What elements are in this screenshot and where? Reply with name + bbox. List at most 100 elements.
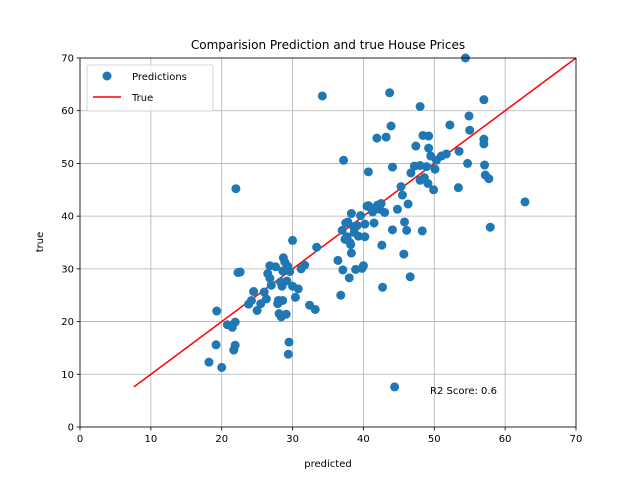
prediction-point — [377, 240, 387, 250]
prediction-point — [230, 317, 240, 327]
prediction-point — [204, 357, 214, 367]
prediction-point — [421, 162, 431, 172]
prediction-point — [282, 276, 292, 286]
prediction-point — [403, 199, 413, 209]
y-tick-label: 40 — [61, 212, 74, 223]
prediction-point — [423, 178, 433, 188]
prediction-point — [424, 131, 434, 141]
prediction-point — [346, 240, 356, 250]
prediction-point — [454, 146, 464, 156]
prediction-point — [346, 209, 356, 219]
prediction-point — [293, 284, 303, 294]
prediction-point — [399, 249, 409, 259]
prediction-point — [337, 225, 347, 235]
prediction-point — [400, 217, 410, 227]
prediction-point — [406, 168, 416, 178]
prediction-point — [261, 294, 271, 304]
y-tick-label: 60 — [61, 106, 74, 117]
prediction-point — [385, 88, 395, 98]
prediction-point — [217, 362, 227, 372]
prediction-point — [424, 143, 434, 153]
prediction-point — [372, 133, 382, 143]
prediction-point — [290, 292, 300, 302]
prediction-point — [336, 290, 346, 300]
prediction-point — [387, 225, 397, 235]
prediction-point — [479, 139, 489, 149]
legend: Predictions True — [86, 64, 214, 112]
prediction-point — [396, 182, 406, 192]
prediction-point — [284, 337, 294, 347]
prediction-point — [246, 295, 256, 305]
y-axis-label: true — [35, 232, 46, 253]
prediction-point — [212, 306, 222, 316]
prediction-point — [453, 183, 463, 193]
legend-label-predictions: Predictions — [132, 72, 187, 83]
x-tick-label: 60 — [499, 434, 512, 445]
prediction-point — [445, 120, 455, 130]
prediction-point — [520, 197, 530, 207]
prediction-point — [402, 225, 412, 235]
prediction-point — [317, 91, 327, 101]
prediction-point — [266, 280, 276, 290]
prediction-point — [415, 101, 425, 111]
prediction-point — [352, 221, 362, 231]
prediction-point — [356, 211, 366, 221]
y-tick-label: 50 — [61, 159, 74, 170]
prediction-point — [360, 219, 370, 229]
prediction-point — [392, 204, 402, 214]
prediction-points — [204, 53, 530, 392]
y-tick-label: 70 — [61, 54, 74, 65]
prediction-point — [381, 132, 391, 142]
y-tick-label: 20 — [61, 317, 74, 328]
prediction-point — [465, 125, 475, 135]
prediction-point — [249, 287, 259, 297]
prediction-point — [346, 248, 356, 258]
y-tick-label: 10 — [61, 370, 74, 381]
legend-label-true: True — [131, 93, 153, 104]
x-tick-label: 70 — [570, 434, 583, 445]
r2-score-annotation: R2 Score: 0.6 — [430, 386, 497, 397]
x-tick-label: 40 — [357, 434, 370, 445]
prediction-point — [333, 255, 343, 265]
x-tick-label: 10 — [144, 434, 157, 445]
prediction-point — [430, 164, 440, 174]
prediction-point — [484, 174, 494, 184]
prediction-point — [285, 266, 295, 276]
prediction-point — [231, 184, 241, 194]
prediction-point — [411, 141, 421, 151]
prediction-point — [230, 340, 240, 350]
prediction-point — [339, 155, 349, 165]
prediction-point — [338, 265, 348, 275]
prediction-point — [310, 304, 320, 314]
x-axis-label: predicted — [304, 459, 351, 470]
prediction-point — [378, 282, 388, 292]
prediction-point — [380, 207, 390, 217]
prediction-point — [397, 190, 407, 200]
x-axis-ticks: 0 10 20 30 40 50 60 70 — [77, 427, 583, 445]
prediction-point — [463, 158, 473, 168]
y-tick-label: 30 — [61, 264, 74, 275]
y-axis-ticks: 0 10 20 30 40 50 60 70 — [61, 54, 80, 434]
legend-box — [86, 64, 214, 112]
prediction-point — [235, 267, 245, 277]
chart-title: Comparision Prediction and true House Pr… — [191, 38, 465, 52]
prediction-point — [360, 232, 370, 242]
prediction-point — [271, 262, 281, 272]
prediction-point — [441, 149, 451, 159]
prediction-point — [369, 218, 379, 228]
legend-marker-predictions — [102, 71, 112, 81]
prediction-point — [278, 295, 288, 305]
prediction-point — [283, 349, 293, 359]
prediction-point — [417, 226, 427, 236]
prediction-point — [312, 242, 322, 252]
x-tick-label: 20 — [215, 434, 228, 445]
prediction-point — [479, 95, 489, 105]
y-tick-label: 0 — [68, 423, 74, 434]
prediction-point — [252, 306, 262, 316]
prediction-point — [376, 198, 386, 208]
prediction-point — [387, 162, 397, 172]
prediction-point — [464, 111, 474, 121]
x-tick-label: 0 — [77, 434, 83, 445]
prediction-point — [288, 235, 298, 245]
